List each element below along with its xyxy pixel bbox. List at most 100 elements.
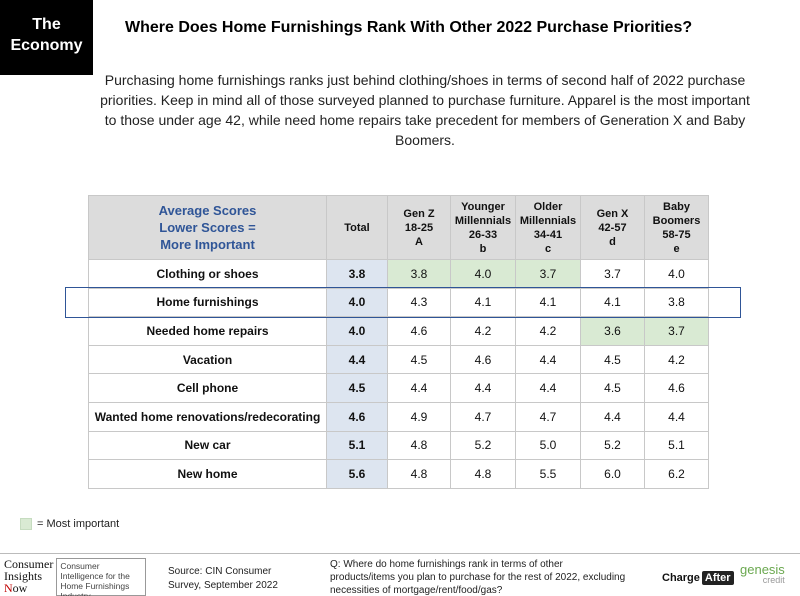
- table-row: Needed home repairs 4.0 4.6 4.2 4.2 3.6 3.7: [88, 316, 709, 346]
- column-header-line: 58-75: [662, 228, 691, 241]
- cin-logo: Consumer Insights Now Consumer Intellige…: [4, 557, 147, 596]
- column-header-line: Millennials: [519, 214, 577, 227]
- column-header: Gen X 42-57 d: [580, 195, 645, 260]
- column-header-line: 26-33: [468, 228, 498, 241]
- corner-header-line: Average Scores: [158, 203, 257, 218]
- column-header: Baby Boomers 58-75 e: [644, 195, 709, 260]
- table-row: New home 5.6 4.8 4.8 5.5 6.0 6.2: [88, 459, 709, 489]
- table-row: Home furnishings 4.0 4.3 4.1 4.1 4.1 3.8: [88, 287, 709, 318]
- table-row: Clothing or shoes 3.8 3.8 4.0 3.7 3.7 4.0: [88, 259, 709, 289]
- column-header: Gen Z 18-25 A: [387, 195, 451, 260]
- corner-header-line: Lower Scores =: [159, 220, 256, 235]
- score-cell: 4.5: [580, 344, 645, 375]
- cin-logo-mark: Consumer Insights Now: [4, 557, 54, 595]
- score-cell: 3.7: [580, 259, 645, 289]
- footer-divider: [0, 553, 800, 554]
- survey-question: Q: Where do home furnishings rank in ter…: [330, 559, 626, 596]
- score-cell: 5.0: [515, 430, 581, 461]
- score-cell: 6.0: [580, 459, 645, 489]
- section-badge: The Economy: [0, 0, 93, 75]
- row-label: New car: [88, 430, 327, 461]
- score-cell: 4.6: [644, 373, 709, 403]
- column-header-line: Baby: [663, 200, 690, 213]
- source-note: Source: CIN Consumer Survey, September 2…: [168, 566, 278, 591]
- column-header-line: c: [544, 242, 552, 255]
- row-label: Vacation: [88, 344, 327, 375]
- score-cell: 4.4: [515, 373, 581, 403]
- column-header-line: Gen Z: [403, 207, 435, 220]
- row-label: Cell phone: [88, 373, 327, 403]
- total-cell: 5.1: [326, 430, 388, 461]
- score-cell: 4.7: [515, 401, 581, 432]
- column-header-line: Younger: [461, 200, 505, 213]
- page-title: Where Does Home Furnishings Rank With Ot…: [125, 19, 693, 36]
- score-cell: 4.4: [644, 401, 709, 432]
- score-cell: 4.2: [515, 316, 581, 346]
- badge-line-2: Economy: [10, 37, 83, 54]
- score-cell: 3.6: [580, 316, 645, 346]
- score-cell: 4.0: [644, 259, 709, 289]
- row-label: Wanted home renovations/redecorating: [88, 401, 327, 432]
- total-cell: 4.6: [326, 401, 388, 432]
- scores-table: Average Scores Lower Scores = More Importa…: [88, 195, 709, 489]
- total-cell: 4.4: [326, 344, 388, 375]
- table-header-row: Average Scores Lower Scores = More Importa…: [88, 195, 709, 260]
- column-header-line: b: [479, 242, 487, 255]
- score-cell: 5.2: [580, 430, 645, 461]
- score-cell: 4.9: [387, 401, 451, 432]
- score-cell: 4.7: [450, 401, 516, 432]
- column-header-line: 42-57: [598, 221, 627, 234]
- score-cell: 3.8: [387, 259, 451, 289]
- column-header-line: A: [415, 235, 423, 248]
- score-cell: 4.3: [387, 287, 451, 318]
- score-cell: 5.2: [450, 430, 516, 461]
- score-cell: 5.1: [644, 430, 709, 461]
- home-furnishings-outline: [65, 287, 741, 318]
- score-cell: 4.8: [387, 459, 451, 489]
- column-header-line: Boomers: [652, 214, 701, 227]
- total-cell: 3.8: [326, 259, 388, 289]
- column-header: Younger Millennials 26-33 b: [450, 195, 516, 260]
- score-cell: 4.4: [580, 401, 645, 432]
- total-cell: 5.6: [326, 459, 388, 489]
- score-cell: 3.7: [515, 259, 581, 289]
- table-row: Wanted home renovations/redecorating 4.6 4…: [88, 401, 709, 432]
- score-cell: 4.2: [450, 316, 516, 346]
- genesis-credit-logo: genesis credit: [740, 562, 785, 585]
- column-header-line: Total: [344, 221, 370, 234]
- column-header: Older Millennials 34-41 c: [515, 195, 581, 260]
- score-cell: 4.1: [515, 287, 581, 318]
- score-cell: 4.8: [450, 459, 516, 489]
- column-header-line: 18-25: [404, 221, 434, 234]
- score-cell: 4.4: [387, 373, 451, 403]
- score-cell: 4.5: [580, 373, 645, 403]
- badge-line-1: The: [32, 16, 61, 33]
- corner-header-line: More Important: [160, 237, 255, 252]
- legend: = Most important: [20, 518, 119, 530]
- score-cell: 4.4: [450, 373, 516, 403]
- legend-swatch: [20, 518, 32, 530]
- column-header: Total: [326, 195, 388, 260]
- column-header-line: Millennials: [454, 214, 512, 227]
- score-cell: 6.2: [644, 459, 709, 489]
- column-header-line: e: [673, 242, 680, 255]
- table-row: New car 5.1 4.8 5.2 5.0 5.2 5.1: [88, 430, 709, 461]
- table-row: Vacation 4.4 4.5 4.6 4.4 4.5 4.2: [88, 344, 709, 375]
- table-corner-header: Average Scores Lower Scores = More Importa…: [88, 195, 327, 260]
- row-label: Home furnishings: [88, 287, 327, 318]
- score-cell: 4.5: [387, 344, 451, 375]
- row-label: New home: [88, 459, 327, 489]
- chargeafter-logo: Charge After: [662, 571, 734, 585]
- score-cell: 5.5: [515, 459, 581, 489]
- row-label: Clothing or shoes: [88, 259, 327, 289]
- total-cell: 4.0: [326, 287, 388, 318]
- table-row: Cell phone 4.5 4.4 4.4 4.4 4.5 4.6: [88, 373, 709, 403]
- score-cell: 4.4: [515, 344, 581, 375]
- total-cell: 4.0: [326, 316, 388, 346]
- score-cell: 3.8: [644, 287, 709, 318]
- column-header-line: 34-41: [533, 228, 563, 241]
- score-cell: 4.0: [450, 259, 516, 289]
- score-cell: 3.7: [644, 316, 709, 346]
- legend-label: = Most important: [37, 518, 120, 530]
- cin-logo-description: Consumer Intelligence for the Home Furni…: [56, 558, 147, 596]
